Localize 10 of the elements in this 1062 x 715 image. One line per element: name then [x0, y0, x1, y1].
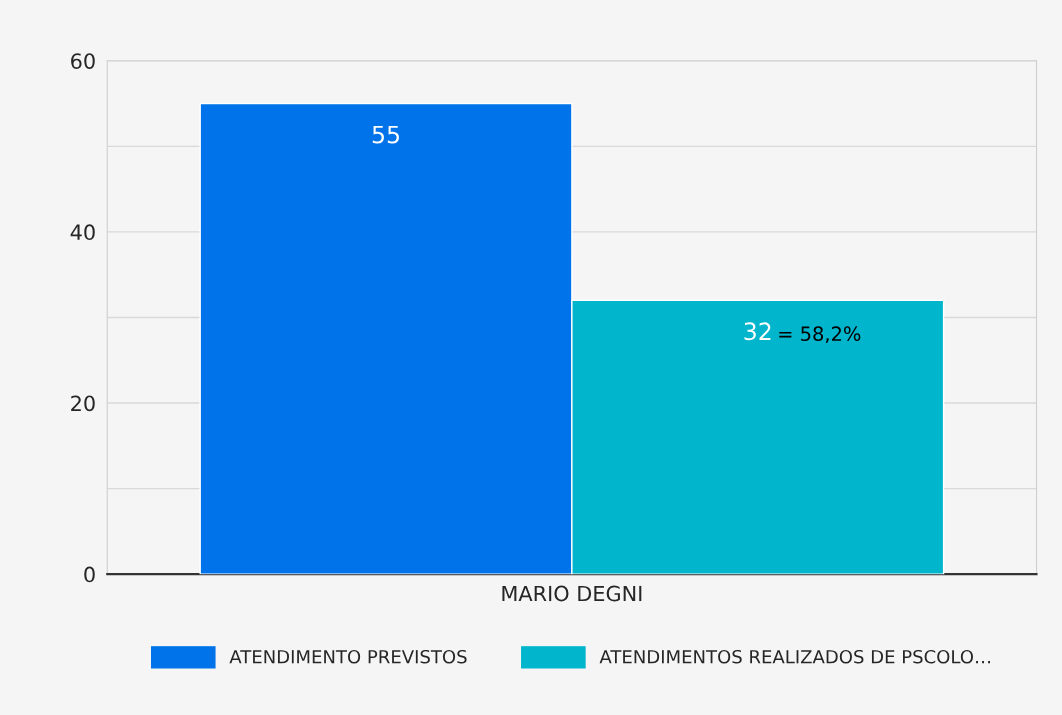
y-tick-label: 0 [84, 566, 95, 583]
annotation: = 58,2% [779, 326, 861, 344]
x-tick-label: MARIO DEGNI [502, 585, 642, 602]
legend-label: ATENDIMENTOS REALIZADOS DE PSCOLO… [599, 649, 990, 664]
data-label: 32 [744, 322, 771, 341]
y-tick-label: 60 [71, 53, 95, 69]
y-tick-label: 40 [70, 224, 95, 241]
legend-label: ATENDIMENTO PREVISTOS [229, 649, 467, 664]
data-label: 55 [372, 125, 399, 144]
y-tick-label: 20 [71, 395, 95, 412]
